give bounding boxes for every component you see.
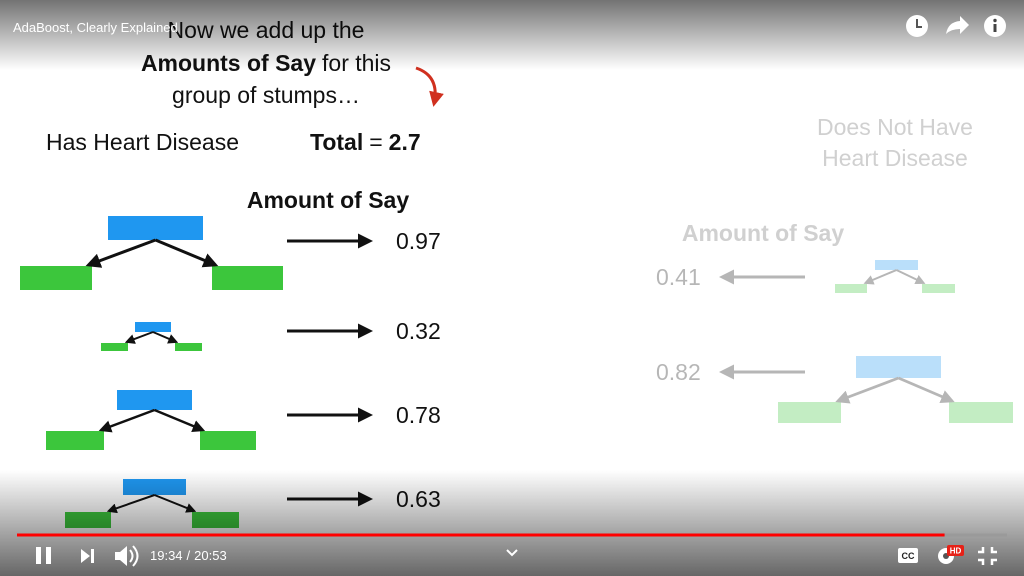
total: Total = 2.7: [310, 129, 421, 155]
stump-leaf: [778, 402, 841, 423]
amount-of-say: 0.32: [396, 318, 441, 344]
watch-later-button[interactable]: [906, 15, 928, 37]
duration: 20:53: [194, 548, 227, 563]
stump-leaf: [949, 402, 1013, 423]
class-label: Has Heart Disease: [46, 129, 239, 155]
heading-line: group of stumps…: [172, 82, 360, 108]
stump-root: [108, 216, 203, 240]
stump-leaf: [101, 343, 128, 351]
top-gradient: [0, 0, 1024, 70]
current-time: 19:34: [150, 548, 183, 563]
stump-root: [135, 322, 171, 332]
stump-arrow: [124, 331, 154, 344]
stump-leaf: [835, 284, 867, 293]
amount-of-say: 0.78: [396, 402, 441, 428]
pause-button[interactable]: [36, 547, 51, 564]
column-header: Amount of Say: [247, 187, 409, 213]
time-display: 19:34 /20:53: [150, 548, 227, 563]
stump-arrow: [154, 238, 219, 268]
share-button[interactable]: [946, 16, 969, 34]
class-label: Heart Disease: [822, 145, 968, 171]
column-header: Amount of Say: [682, 220, 844, 246]
exit-fullscreen-button[interactable]: [978, 547, 997, 565]
video-title[interactable]: AdaBoost, Clearly Explained: [13, 20, 178, 35]
stump-leaf: [922, 284, 955, 293]
next-button[interactable]: [81, 549, 94, 563]
total-label: Total: [310, 129, 363, 155]
stumps: 0.41 0.82: [656, 260, 1013, 423]
bottom-gradient: [0, 470, 1024, 576]
captions-button[interactable]: CC: [898, 548, 918, 563]
stump-arrow: [98, 408, 155, 433]
time-separator: /: [187, 548, 191, 563]
settings-button[interactable]: HD: [938, 545, 964, 564]
class-label: Does Not Have: [817, 114, 973, 140]
chevron[interactable]: [506, 549, 518, 557]
amount-of-say: 0.82: [656, 359, 701, 385]
stump-arrow: [154, 408, 206, 432]
stump-arrow: [85, 238, 157, 268]
stump-leaf: [200, 431, 256, 450]
stump-root: [117, 390, 192, 410]
stump-leaf: [20, 266, 92, 290]
amount-of-say: 0.97: [396, 228, 441, 254]
stump-root: [875, 260, 918, 270]
amount-of-say: 0.41: [656, 264, 701, 290]
equals: =: [369, 129, 382, 155]
info-button[interactable]: [984, 15, 1006, 37]
stump-leaf: [175, 343, 202, 351]
stump-leaf: [212, 266, 283, 290]
stump-root: [856, 356, 941, 378]
stump-arrow: [152, 331, 179, 344]
stump-arrow: [897, 376, 955, 403]
hd-badge: HD: [950, 547, 962, 556]
stump-arrow: [863, 269, 897, 285]
volume-button[interactable]: [115, 545, 139, 567]
stump-arrow: [896, 269, 926, 285]
cc-label: CC: [902, 551, 915, 561]
total-value: 2.7: [389, 129, 421, 155]
stump-arrow: [835, 376, 899, 404]
stump-leaf: [46, 431, 104, 450]
